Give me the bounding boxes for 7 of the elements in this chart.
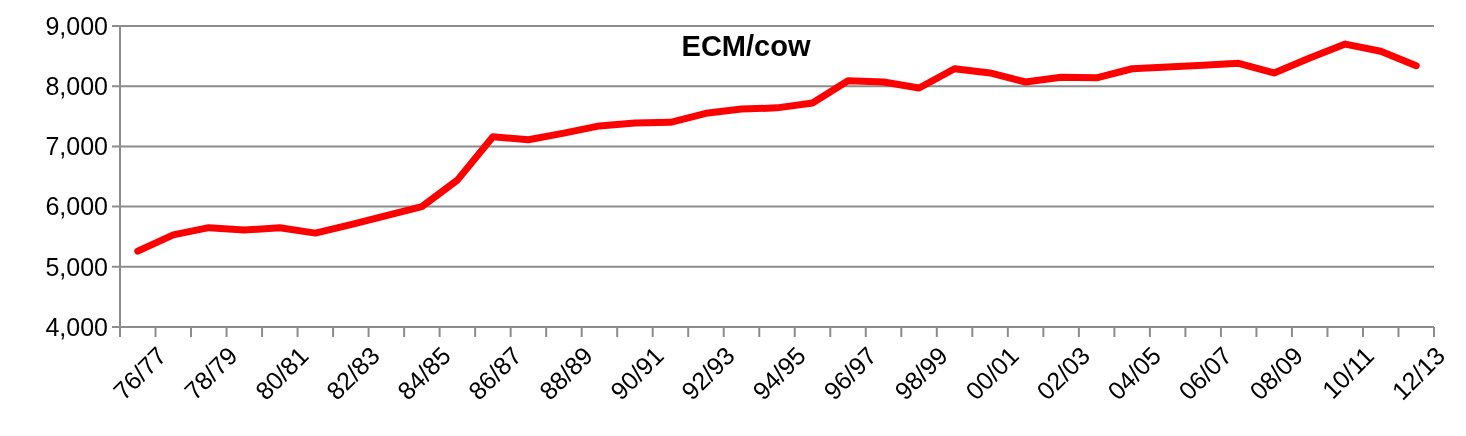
chart-title: ECM/cow [681, 30, 811, 62]
y-tick-label: 9,000 [45, 11, 108, 40]
y-tick-label: 5,000 [45, 252, 108, 281]
y-tick-label: 8,000 [45, 71, 108, 100]
y-tick-label: 4,000 [45, 312, 108, 341]
y-tick-label: 7,000 [45, 132, 108, 161]
y-tick-label: 6,000 [45, 192, 108, 221]
